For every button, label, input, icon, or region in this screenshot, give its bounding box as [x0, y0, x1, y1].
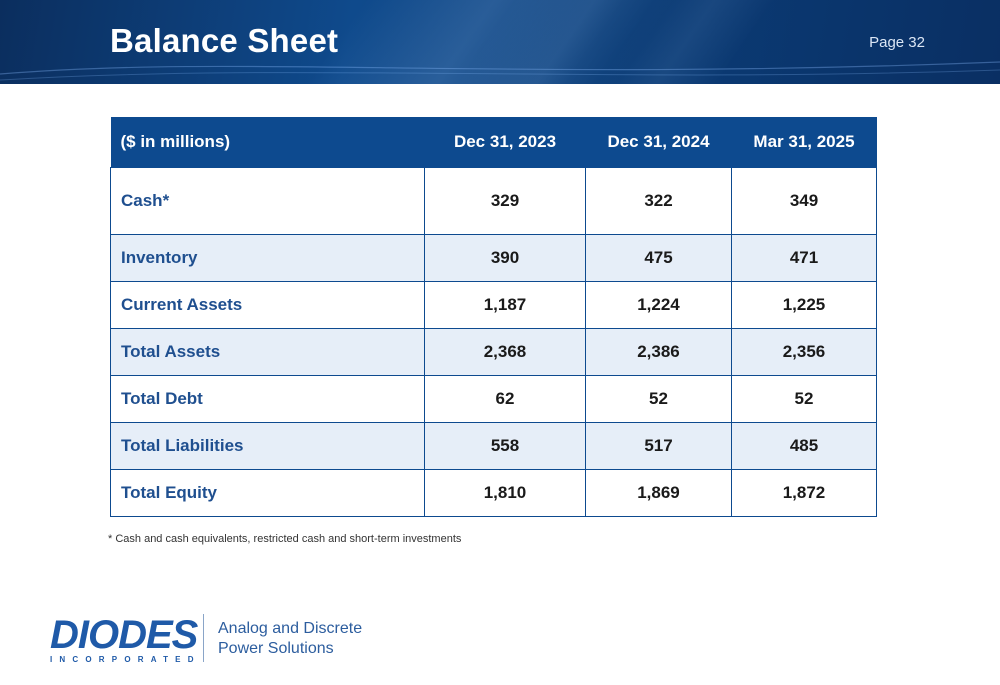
tagline-line-1: Analog and Discrete: [218, 620, 363, 637]
header-banner: Balance Sheet Page 32: [0, 0, 1000, 84]
row-label: Inventory: [110, 234, 425, 282]
table-cell: 471: [731, 234, 877, 282]
row-label: Total Debt: [110, 375, 425, 423]
table-row: Cash* 329 322 349: [110, 167, 877, 235]
table-cell: 485: [731, 422, 877, 470]
column-header-units: ($ in millions): [110, 117, 425, 168]
table-cell: 349: [731, 167, 877, 235]
company-tagline: Analog and Discrete Power Solutions: [218, 619, 362, 659]
table-row: Current Assets 1,187 1,224 1,225: [110, 281, 877, 329]
header-wave-graphic: [0, 61, 1000, 81]
logo-wordmark: DIODES: [50, 613, 198, 657]
table-cell: 1,810: [424, 469, 586, 517]
table-cell: 1,225: [731, 281, 877, 329]
table-cell: 62: [424, 375, 586, 423]
page-number: Page 32: [869, 34, 925, 51]
table-row: Total Equity 1,810 1,869 1,872: [110, 469, 877, 517]
column-header-mar-2025: Mar 31, 2025: [731, 117, 877, 168]
column-header-dec-2023: Dec 31, 2023: [424, 117, 586, 168]
footnote: * Cash and cash equivalents, restricted …: [108, 533, 462, 545]
row-label: Current Assets: [110, 281, 425, 329]
page-title: Balance Sheet: [110, 22, 339, 59]
table-cell: 475: [585, 234, 732, 282]
table-header-row: ($ in millions) Dec 31, 2023 Dec 31, 202…: [110, 117, 877, 168]
table-cell: 1,869: [585, 469, 732, 517]
tagline-line-2: Power Solutions: [218, 640, 334, 657]
table-row: Total Assets 2,368 2,386 2,356: [110, 328, 877, 376]
row-label: Total Assets: [110, 328, 425, 376]
table-cell: 558: [424, 422, 586, 470]
table-cell: 52: [731, 375, 877, 423]
table-cell: 1,872: [731, 469, 877, 517]
table-cell: 1,187: [424, 281, 586, 329]
table-cell: 2,356: [731, 328, 877, 376]
column-header-dec-2024: Dec 31, 2024: [585, 117, 732, 168]
row-label: Total Liabilities: [110, 422, 425, 470]
table-cell: 2,386: [585, 328, 732, 376]
company-logo: DIODES INCORPORATED: [50, 613, 201, 664]
table-row: Inventory 390 475 471: [110, 234, 877, 282]
table-cell: 390: [424, 234, 586, 282]
table-row: Total Debt 62 52 52: [110, 375, 877, 423]
table-row: Total Liabilities 558 517 485: [110, 422, 877, 470]
table-cell: 517: [585, 422, 732, 470]
logo-divider: [203, 614, 204, 662]
table-cell: 322: [585, 167, 732, 235]
balance-sheet-table: ($ in millions) Dec 31, 2023 Dec 31, 202…: [110, 117, 877, 517]
table-cell: 329: [424, 167, 586, 235]
row-label: Total Equity: [110, 469, 425, 517]
table-cell: 2,368: [424, 328, 586, 376]
row-label: Cash*: [110, 167, 425, 235]
table-cell: 52: [585, 375, 732, 423]
logo-subtitle: INCORPORATED: [50, 655, 201, 664]
table-cell: 1,224: [585, 281, 732, 329]
